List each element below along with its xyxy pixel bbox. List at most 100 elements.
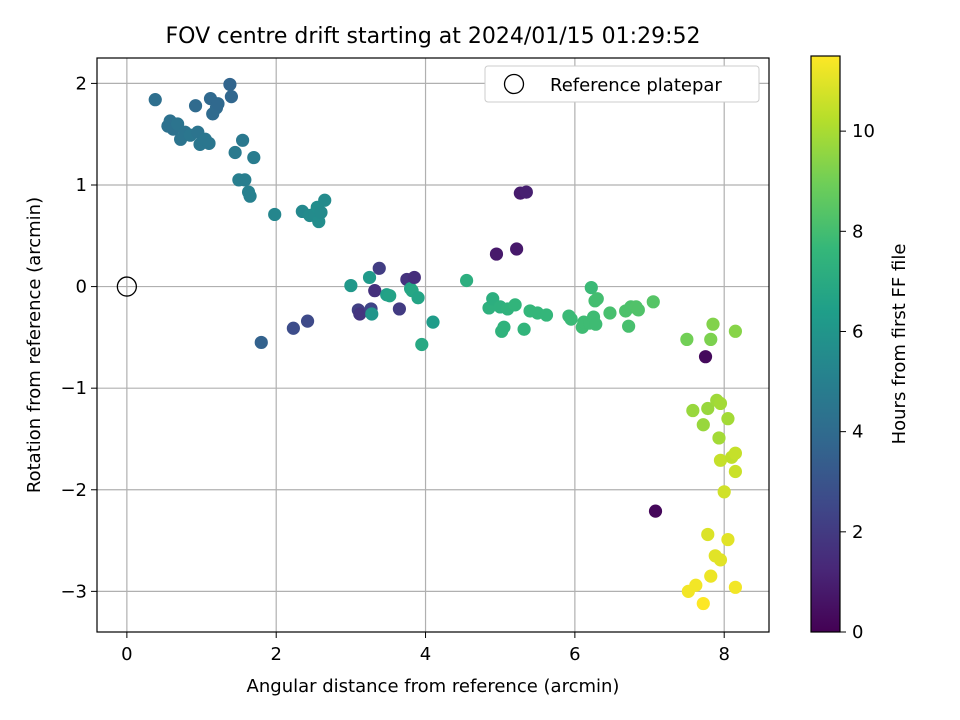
reference-platepar-marker [116,276,138,297]
scatter-point [243,189,257,203]
scatter-point [698,350,713,364]
scatter-point [706,317,720,331]
scatter-point [415,337,429,352]
scatter-point [365,307,379,321]
colorbar-tick-label: 4 [852,422,863,443]
legend-reference-marker-icon [503,73,525,95]
scatter-point [728,464,743,479]
reference-marker-layer [116,276,138,297]
x-axis-label: Angular distance from reference (arcmin) [247,676,620,697]
scatter-point [728,580,743,594]
scatter-point [701,527,715,542]
scatter-point [392,302,406,316]
scatter-point [686,403,700,418]
scatter-point [713,396,728,411]
scatter-point [318,193,332,207]
plot-frame [96,57,770,633]
scatter-point [211,97,225,111]
colorbar-ticks: 0 2 4 6 8 10 [840,121,875,643]
legend-entry-reference-platepar: Reference platepar [550,75,722,96]
scatter-point [268,207,282,222]
scatter-point [590,292,604,306]
scatter-point [728,324,743,338]
scatter-point [372,261,386,275]
scatter-point [646,295,660,309]
scatter-point [721,412,735,426]
y-tick-label: 2 [76,73,87,94]
scatter-point [368,284,382,298]
scatter-point [584,281,598,295]
scatter-point [508,298,522,312]
scatter-point [510,242,524,256]
scatter-point [589,317,603,331]
scatter-point [564,312,578,326]
scatter-point [631,303,645,317]
scatter-point [344,278,358,293]
scatter-point [681,584,695,598]
scatter-point [712,431,726,445]
y-axis-ticks: −3 −2 −1 0 1 2 [60,73,97,602]
scatter-point [460,273,474,288]
scatter-point [188,99,203,113]
scatter-point [680,332,694,347]
scatter-point [228,145,242,160]
scatter-point [353,307,367,321]
scatter-point [286,321,300,335]
x-axis-ticks: 0 2 4 6 8 [121,632,730,665]
scatter-point [721,532,735,547]
scatter-point [254,335,268,350]
colorbar-tick-label: 10 [852,121,875,142]
x-tick-label: 4 [420,644,431,665]
scatter-point [426,315,440,329]
scatter-point [148,93,162,107]
scatter-point [701,401,715,416]
scatter-point [704,569,718,583]
colorbar-tick-label: 6 [852,321,863,342]
scatter-point [713,553,728,567]
scatter-point [717,485,731,499]
y-tick-label: −3 [60,581,87,602]
y-tick-label: −2 [60,480,87,501]
scatter-point [300,314,315,328]
scatter-point [696,596,710,611]
y-tick-label: 1 [76,175,87,196]
scatter-point [519,185,533,199]
colorbar-tick-label: 8 [852,221,863,242]
scatter-point [696,418,710,432]
scatter-point [407,270,421,285]
chart-title: FOV centre drift starting at 2024/01/15 … [166,24,701,49]
scatter-point [236,133,250,147]
x-tick-label: 6 [569,644,580,665]
x-tick-label: 2 [270,644,281,665]
scatter-point [517,322,531,336]
scatter-point [224,90,238,104]
colorbar-tick-label: 2 [852,522,863,543]
colorbar: 0 2 4 6 8 10 Hours from first FF file [810,55,910,643]
grid-lines [97,58,769,632]
colorbar-gradient [810,55,841,633]
y-tick-label: 0 [76,277,87,298]
scatter-point [497,320,511,334]
scatter-point [603,306,617,320]
x-tick-label: 0 [121,644,132,665]
scatter-point [238,173,252,187]
scatter-point [648,504,663,518]
scatter-point [622,319,636,333]
scatter-point [539,308,554,322]
scatter-point [314,205,328,220]
y-tick-label: −1 [60,378,87,399]
scatter-point [247,150,261,165]
y-axis-label: Rotation from reference (arcmin) [24,197,45,493]
scatter-points [148,77,743,611]
scatter-point [383,289,397,303]
scatter-point [704,332,718,347]
x-tick-label: 8 [718,644,729,665]
scatter-point [728,446,743,460]
scatter-point [362,270,377,285]
scatter-point [489,247,504,261]
colorbar-label: Hours from first FF file [889,244,910,445]
colorbar-tick-label: 0 [852,622,863,643]
legend-box [484,65,760,103]
scatter-point [411,291,425,305]
